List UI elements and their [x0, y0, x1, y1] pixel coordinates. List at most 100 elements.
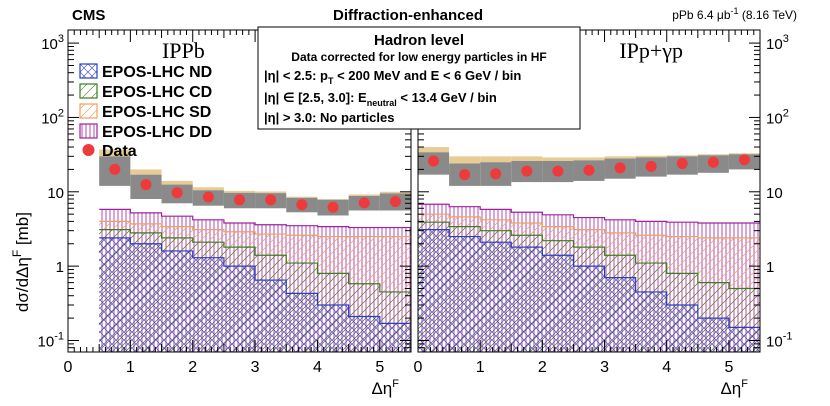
y-tick-label: 1: [766, 259, 774, 276]
model-band-bin: [728, 153, 760, 155]
data-point: [490, 168, 502, 180]
model-band-bin: [286, 196, 318, 198]
data-point: [327, 201, 339, 213]
panel-label: IPp+γp: [619, 38, 683, 63]
y-tick-label-base: 10: [766, 333, 783, 350]
y-tick-label-exp: 2: [783, 107, 789, 119]
y-tick-label: 10: [766, 185, 783, 202]
x-tick-label: 3: [251, 359, 260, 376]
model-band-bin: [666, 155, 698, 157]
model-band-bin: [130, 169, 162, 175]
y-tick-label: 102: [41, 107, 64, 127]
data-point: [171, 187, 183, 199]
x-axis-title-sup: F: [741, 378, 748, 390]
model-band-bin: [317, 198, 349, 200]
y-tick-label-base: 10: [766, 36, 783, 53]
data-point: [459, 169, 471, 181]
data-point: [296, 199, 308, 211]
legend: EPOS-LHC ND EPOS-LHC CD EPOS-LHC SD EPOS-LH…: [79, 63, 212, 160]
y-tick-label-base: 10: [47, 185, 64, 202]
data-point: [389, 196, 401, 208]
x-axis-title-sup: F: [392, 378, 399, 390]
legend-swatch-dd: [79, 123, 98, 139]
data-point: [202, 191, 214, 203]
data-point: [140, 179, 152, 191]
model-band-bin: [192, 187, 224, 191]
selection-line-3: |η| > 3.0: No particles: [264, 110, 394, 125]
selection-line-2: |η| ∈ [2.5, 3.0]: Eneutral < 13.4 GeV / …: [264, 90, 497, 108]
x-axis-title-base: Δη: [371, 379, 392, 398]
hist-line-dd: [418, 203, 760, 224]
luminosity-label: pPb 6.4 μb-1 (8.16 TeV): [672, 6, 797, 22]
model-band-bin: [604, 156, 636, 159]
legend-swatch-cd: [79, 83, 98, 99]
data-point: [521, 165, 533, 177]
model-band-bin: [449, 156, 481, 164]
y-tick-label-exp: 3: [58, 33, 64, 45]
selection-box: Hadron level Data corrected for low ener…: [257, 26, 581, 130]
x-tick-label: 4: [313, 359, 322, 376]
hist-line-cd: [99, 229, 411, 293]
model-band-bin: [542, 157, 574, 161]
y-tick-label-base: 10: [766, 185, 783, 202]
y-tick-label: 10-1: [766, 330, 792, 350]
y-tick-label-exp: 3: [783, 33, 789, 45]
data-point: [614, 162, 626, 174]
plot-frame: [67, 29, 412, 353]
hist-line-sd: [99, 220, 411, 238]
x-tick-label: 2: [188, 359, 197, 376]
data-point: [676, 158, 688, 170]
plot-frame: [417, 29, 761, 353]
x-tick-label: 4: [662, 359, 671, 376]
model-band-bin: [573, 157, 605, 161]
model-band-bin: [418, 147, 450, 153]
data-point: [265, 194, 277, 206]
hist-line-dd: [99, 208, 411, 229]
y-tick-label-base: 10: [766, 110, 783, 127]
y-tick-label-base: 1: [56, 259, 64, 276]
legend-label-nd: EPOS-LHC ND: [102, 64, 212, 81]
selection-subtitle: Data corrected for low energy particles …: [291, 50, 546, 64]
y-tick-label-exp: -1: [54, 330, 64, 342]
data-point: [428, 155, 440, 167]
y-tick-label: 10-1: [38, 330, 64, 350]
hist-line-nd: [418, 229, 760, 328]
x-tick-label: 3: [600, 359, 609, 376]
y-tick-label-exp: 2: [58, 107, 64, 119]
panel-label: IPPb: [162, 38, 205, 63]
y-tick-label: 102: [766, 107, 789, 127]
x-tick-label: 5: [724, 359, 733, 376]
legend-label-data: Data: [102, 143, 137, 160]
data-point: [583, 164, 595, 176]
y-tick-label: 1: [56, 259, 64, 276]
hist-line-nd: [99, 237, 411, 324]
y-tick-label-exp: -1: [783, 330, 793, 342]
x-axis-title: ΔηF: [371, 378, 399, 398]
model-band-bin: [379, 191, 411, 194]
x-axis-title-base: Δη: [720, 379, 741, 398]
x-tick-label: 0: [414, 359, 423, 376]
x-tick-label: 1: [126, 359, 135, 376]
hist-fill-nd: [418, 229, 760, 352]
model-band-bin: [697, 154, 729, 156]
selection-line-1: |η| < 2.5: pT < 200 MeV and E < 6 GeV / …: [264, 68, 521, 86]
hist-fill-nd: [99, 237, 411, 352]
model-band-bin: [255, 191, 287, 194]
model-band-bin: [348, 194, 380, 196]
model-band-bin: [511, 156, 543, 161]
data-point: [358, 197, 370, 209]
legend-swatch-sd: [79, 103, 98, 119]
selection-title: Hadron level: [374, 32, 464, 49]
hist-line-sd: [418, 213, 760, 239]
x-tick-label: 2: [538, 359, 547, 376]
model-band-bin: [161, 180, 193, 185]
legend-label-dd: EPOS-LHC DD: [102, 124, 212, 141]
x-axis-title: ΔηF: [720, 378, 748, 398]
data-point: [234, 194, 245, 206]
model-band-bin: [99, 149, 131, 157]
x-tick-label: 1: [476, 359, 485, 376]
y-tick-label-base: 10: [38, 333, 55, 350]
